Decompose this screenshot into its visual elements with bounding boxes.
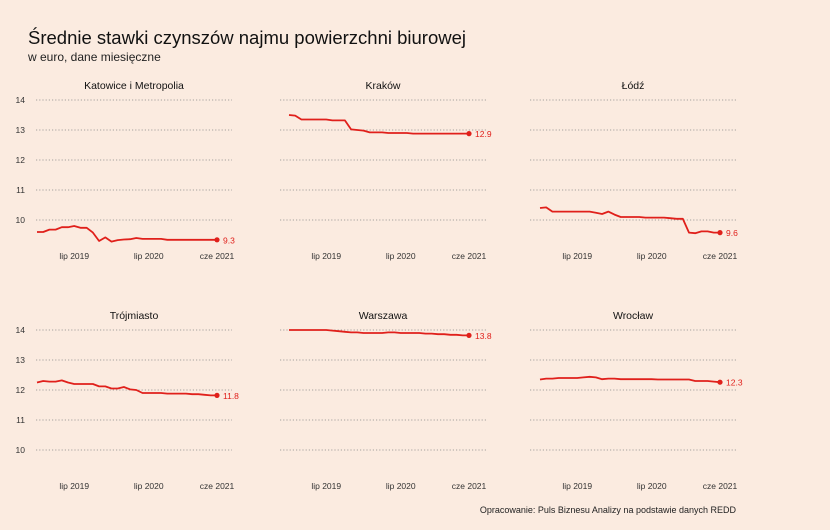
- panel-title: Wrocław: [613, 310, 653, 322]
- x-tick-label: lip 2019: [311, 481, 341, 491]
- series-line: [539, 206, 720, 235]
- series-line: [36, 379, 217, 397]
- y-tick-label: 14: [16, 325, 26, 335]
- x-tick-label: cze 2021: [452, 481, 487, 491]
- x-tick-label: lip 2019: [562, 481, 592, 491]
- end-value-label: 12.3: [726, 378, 743, 388]
- panel-title: Kraków: [365, 80, 400, 92]
- x-tick-label: lip 2019: [562, 251, 592, 261]
- x-tick-label: cze 2021: [452, 251, 487, 261]
- x-tick-label: lip 2019: [311, 251, 341, 261]
- end-value-label: 12.9: [475, 129, 492, 139]
- x-tick-label: lip 2020: [637, 481, 667, 491]
- chart-title: Średnie stawki czynszów najmu powierzchn…: [28, 27, 467, 48]
- y-tick-label: 11: [16, 415, 25, 425]
- end-value-label: 9.6: [726, 228, 738, 238]
- end-point: [717, 379, 723, 385]
- end-point: [466, 131, 472, 137]
- x-tick-label: lip 2020: [637, 251, 667, 261]
- y-tick-label: 14: [16, 95, 26, 105]
- y-tick-label: 13: [16, 355, 26, 365]
- y-tick-label: 10: [16, 215, 26, 225]
- end-point: [466, 332, 472, 338]
- end-point: [214, 237, 220, 243]
- panel-title: Łódź: [622, 80, 645, 92]
- end-value-label: 11.8: [223, 391, 239, 401]
- source-note: Opracowanie: Puls Biznesu Analizy na pod…: [479, 505, 736, 515]
- x-tick-label: lip 2019: [59, 251, 89, 261]
- end-value-label: 13.8: [475, 331, 492, 341]
- panel-title: Trójmiasto: [110, 310, 159, 322]
- x-tick-label: lip 2020: [386, 481, 416, 491]
- panel-title: Katowice i Metropolia: [84, 80, 184, 92]
- series-line: [539, 375, 721, 384]
- y-tick-label: 12: [16, 385, 26, 395]
- series-line: [289, 329, 469, 337]
- x-tick-label: lip 2020: [134, 481, 164, 491]
- y-tick-label: 10: [16, 445, 26, 455]
- y-tick-label: 13: [16, 125, 26, 135]
- x-tick-label: lip 2020: [134, 251, 164, 261]
- x-tick-label: cze 2021: [703, 481, 738, 491]
- x-tick-label: cze 2021: [200, 481, 235, 491]
- series-line: [288, 114, 469, 135]
- x-tick-label: lip 2019: [59, 481, 89, 491]
- y-tick-label: 12: [16, 155, 26, 165]
- y-tick-label: 11: [16, 185, 25, 195]
- end-point: [717, 230, 723, 236]
- chart-subtitle: w euro, dane miesięczne: [28, 50, 161, 64]
- end-value-label: 9.3: [223, 235, 235, 245]
- series-line: [37, 225, 217, 243]
- x-tick-label: lip 2020: [386, 251, 416, 261]
- x-tick-label: cze 2021: [703, 251, 738, 261]
- end-point: [214, 392, 220, 398]
- x-tick-label: cze 2021: [200, 251, 235, 261]
- panel-title: Warszawa: [359, 310, 408, 322]
